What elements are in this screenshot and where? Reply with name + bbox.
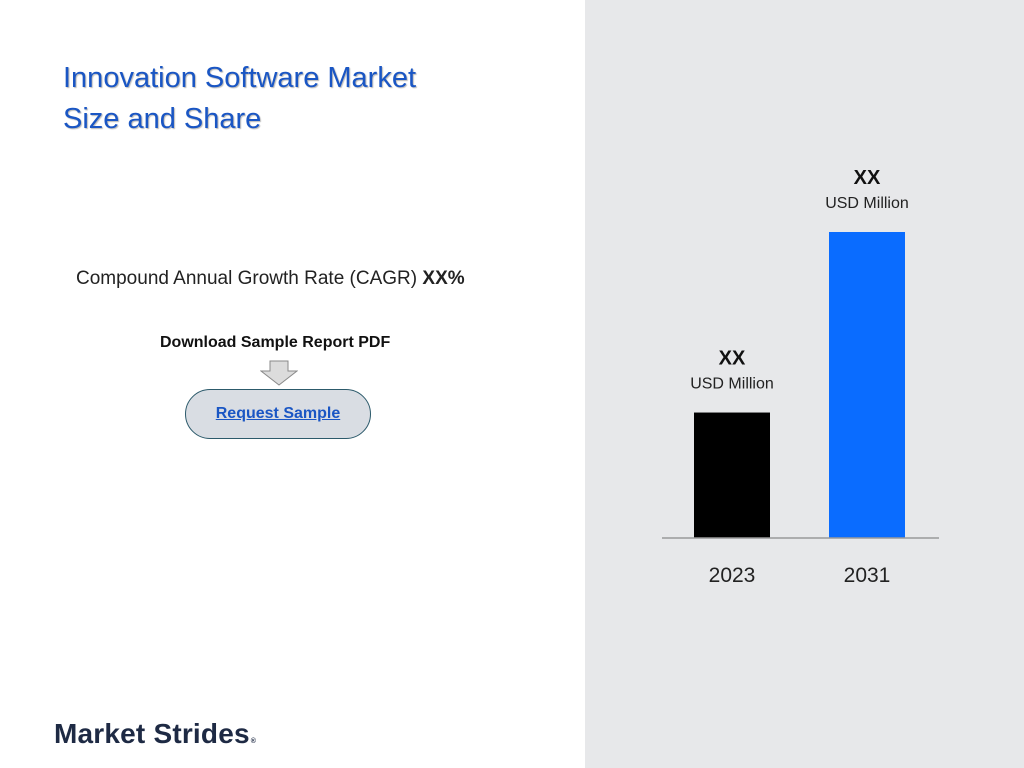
right-panel bbox=[585, 0, 1024, 768]
brand-logo: Market Strides® bbox=[54, 718, 256, 750]
page-title: Innovation Software Market Size and Shar… bbox=[63, 58, 503, 140]
market-size-bar-chart: XX USD Million 2023 XX USD Million 2031 bbox=[662, 167, 939, 587]
cagr-label: Compound Annual Growth Rate (CAGR) bbox=[76, 268, 423, 289]
title-line-2: Size and Share bbox=[63, 103, 262, 135]
x-tick-label-2031: 2031 bbox=[844, 564, 891, 587]
bar-2023 bbox=[694, 412, 770, 538]
cagr-suffix: % bbox=[447, 268, 465, 289]
title-line-1: Innovation Software Market bbox=[63, 62, 417, 94]
cagr-value: XX bbox=[422, 268, 448, 289]
x-tick-label-2023: 2023 bbox=[709, 564, 756, 587]
download-label: Download Sample Report PDF bbox=[160, 334, 391, 351]
down-arrow-icon bbox=[260, 360, 298, 386]
bar-unit-label-2031: USD Million bbox=[825, 195, 909, 212]
brand-mark: ® bbox=[250, 738, 257, 745]
cagr-text: Compound Annual Growth Rate (CAGR) XX% bbox=[76, 268, 465, 290]
bar-value-label-2023: XX bbox=[719, 348, 746, 370]
brand-name: Market Strides bbox=[54, 718, 250, 749]
bar-unit-label-2023: USD Million bbox=[690, 376, 774, 393]
bar-2031 bbox=[829, 232, 905, 538]
bar-value-label-2031: XX bbox=[854, 167, 881, 189]
request-sample-button[interactable]: Request Sample bbox=[185, 389, 371, 439]
